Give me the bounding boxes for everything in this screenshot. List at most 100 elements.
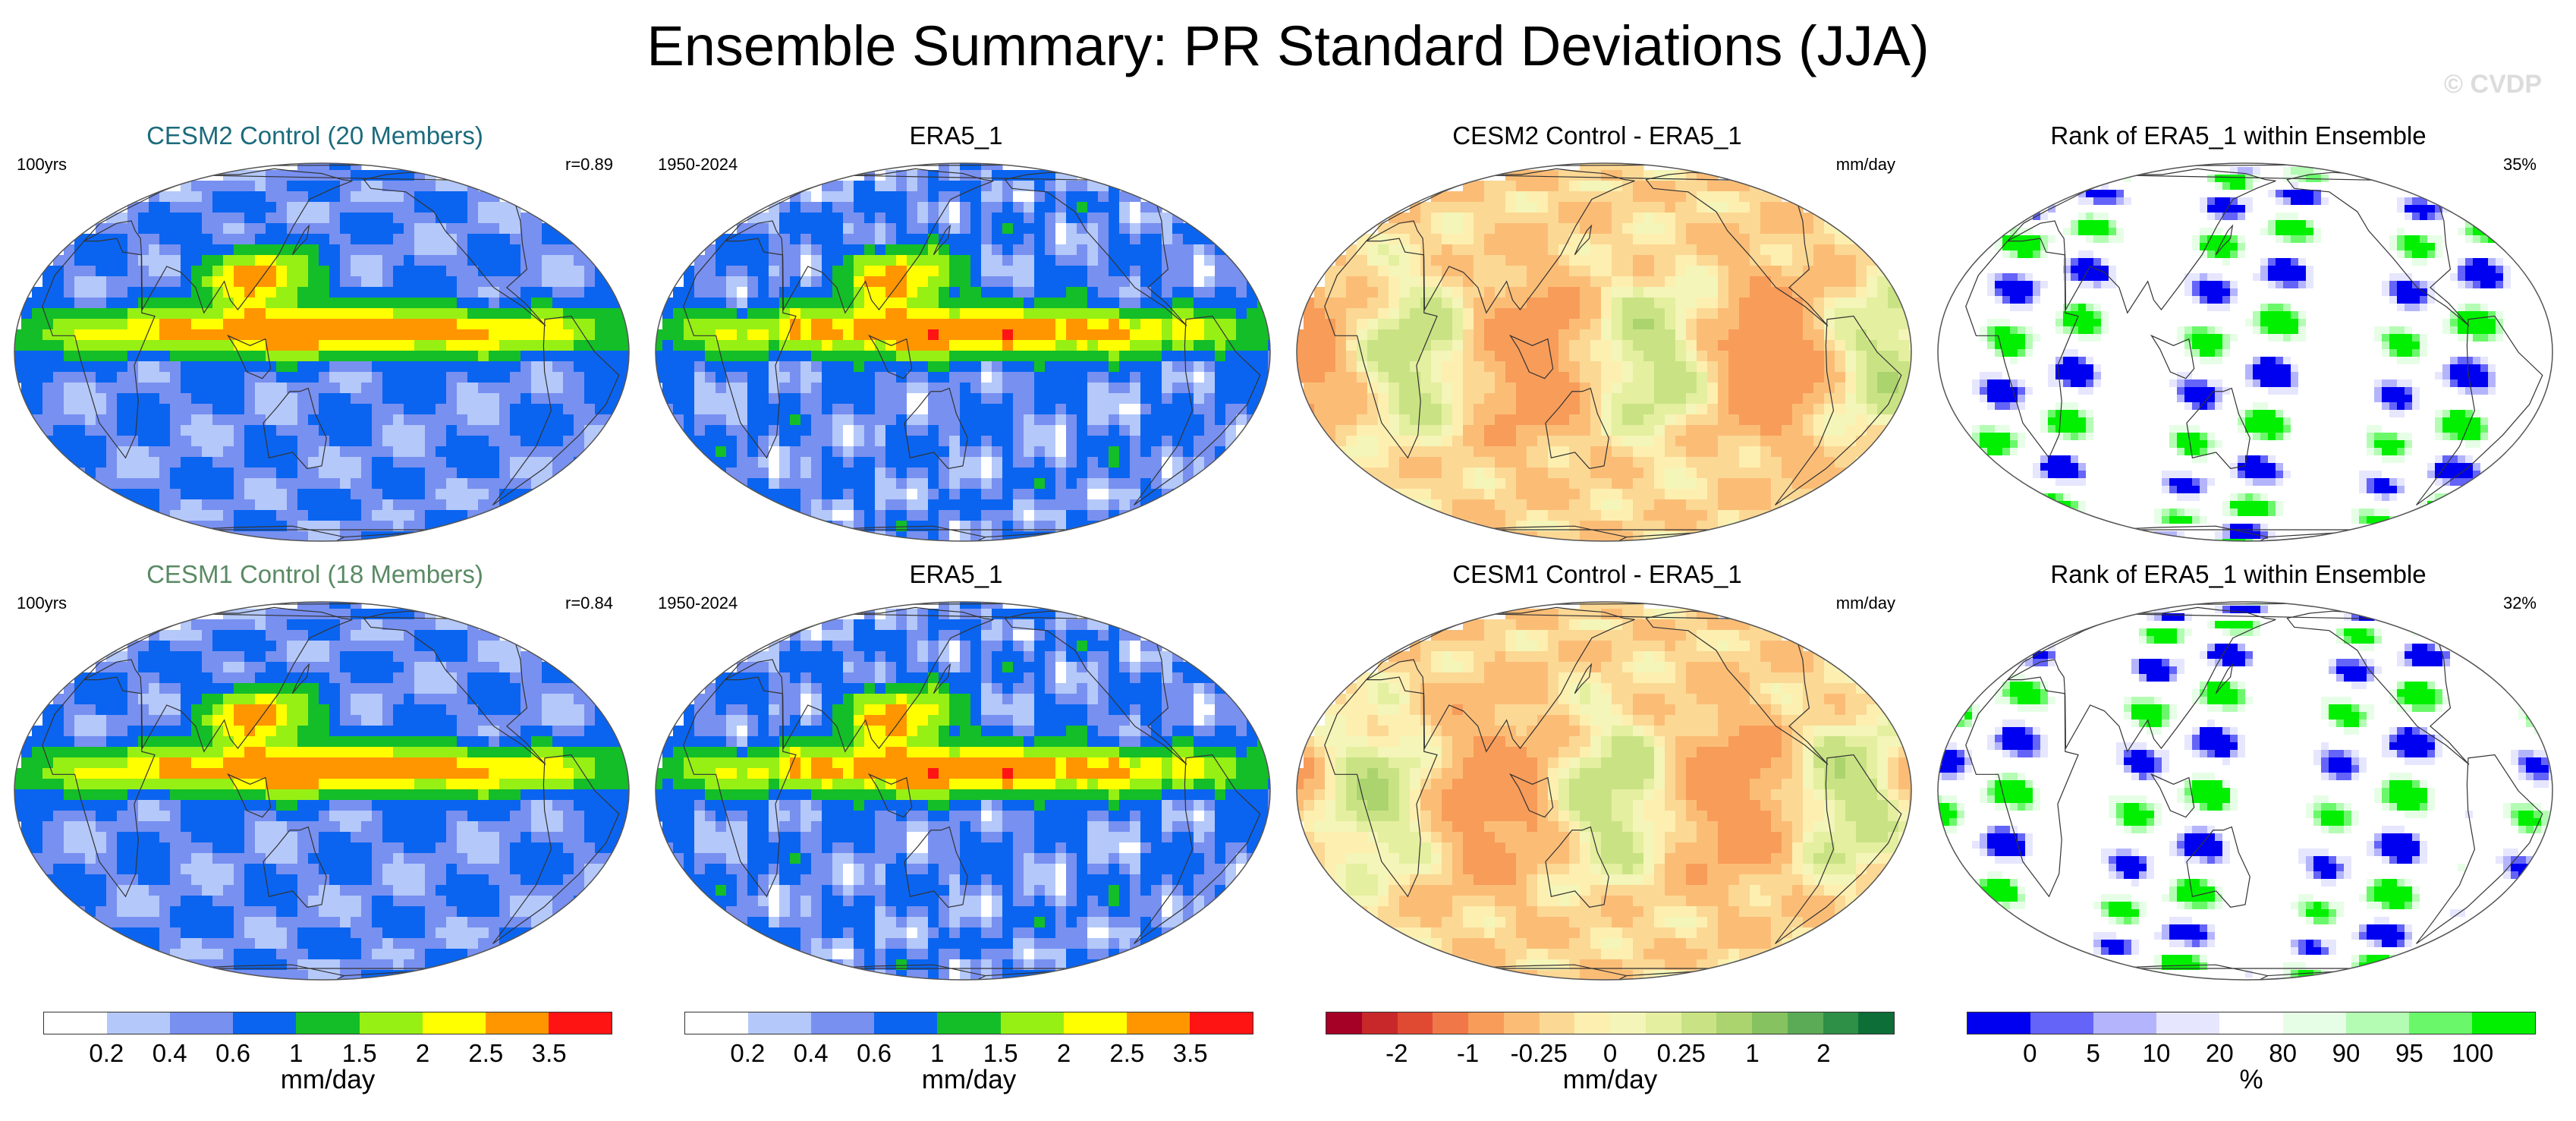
panel-era5-obs: ERA5_1 1950-2024: [641, 121, 1271, 546]
colorbar-swatch: [1574, 1012, 1610, 1034]
coastline: [2215, 663, 2234, 694]
colorbar-swatches: [684, 1012, 1253, 1034]
panel-title: Rank of ERA5_1 within Ensemble: [2050, 121, 2427, 150]
colorbar-swatches: [1967, 1012, 2536, 1034]
main-title: Ensemble Summary: PR Standard Deviations…: [646, 14, 1930, 77]
colorbar-swatch: [1645, 1012, 1681, 1034]
map-field: [14, 602, 629, 980]
colorbar-tick-label: 0.6: [215, 1039, 250, 1067]
coastline: [2416, 754, 2543, 944]
world-map: [1937, 162, 2553, 542]
coastline: [1508, 773, 1554, 818]
colorbar-swatch: [937, 1012, 1001, 1034]
watermark: © CVDP: [2444, 70, 2542, 99]
panel-rank-era5: Rank of ERA5_1 within Ensemble 32%: [1923, 560, 2553, 985]
world-map: [1296, 162, 1912, 542]
coastline: [263, 826, 327, 908]
panel-title: CESM1 Control - ERA5_1: [1452, 560, 1742, 588]
colorbar-tick-label: 1: [1745, 1039, 1760, 1067]
colorbar-swatch: [422, 1012, 486, 1034]
colorbar-tick-label: 0.4: [793, 1039, 829, 1067]
colorbar-std-1: mm/day 0.2 0.4 0.6 1 1.5 2 2.5 3.5: [43, 1012, 612, 1094]
coastline: [1134, 754, 1261, 944]
colorbar-diff: mm/day -2 -1 -0.25 0 0.25 1 2: [1326, 1012, 1895, 1094]
panel-rank-era5: Rank of ERA5_1 within Ensemble 35%: [1923, 121, 2553, 546]
panel-left-label: 1950-2024: [658, 155, 738, 174]
colorbar-swatch: [233, 1012, 297, 1034]
colorbar-rank: % 0 5 10 20 80 90 95 100: [1967, 1012, 2536, 1094]
coastline: [1965, 238, 2079, 459]
panel-left-label: 100yrs: [17, 155, 68, 174]
panel-right-label: mm/day: [1835, 155, 1895, 174]
panel-cesm1-minus-era5: CESM1 Control - ERA5_1 mm/day: [1282, 560, 1912, 985]
panel-title: CESM2 Control (20 Members): [146, 121, 483, 150]
colorbar-unit: %: [2239, 1065, 2263, 1094]
coastline: [291, 224, 310, 256]
colorbar-swatch: [1063, 1012, 1127, 1034]
panel-right-label: r=0.89: [565, 155, 613, 174]
coastline: [1324, 238, 1438, 459]
coastline: [1508, 334, 1554, 379]
colorbar-swatch: [1397, 1012, 1433, 1034]
map-field: [14, 163, 629, 541]
coastline: [1574, 224, 1593, 256]
map-border: [1296, 162, 1912, 542]
coastline: [1574, 663, 1593, 694]
colorbar-swatch: [2219, 1012, 2283, 1034]
colorbar-swatch: [485, 1012, 549, 1034]
panel-title: Rank of ERA5_1 within Ensemble: [2050, 560, 2427, 588]
colorbar-swatch: [1610, 1012, 1646, 1034]
colorbar-swatch: [296, 1012, 360, 1034]
panel-cesm2-control: CESM2 Control (20 Members) 100yrs r=0.89: [0, 121, 630, 546]
panel-cesm1-control: CESM1 Control (18 Members) 100yrs r=0.84: [0, 560, 630, 985]
colorbar-tick-label: 0: [1603, 1039, 1618, 1067]
colorbar-tick-label: 0.25: [1656, 1039, 1706, 1067]
colorbar-tick-label: 2.5: [1109, 1039, 1145, 1067]
panel-title: ERA5_1: [909, 560, 1003, 588]
colorbar-tick-label: 2.5: [468, 1039, 504, 1067]
panel-right-label: 35%: [2502, 155, 2537, 174]
coastline: [867, 773, 913, 818]
colorbar-tick-label: 0.2: [89, 1039, 124, 1067]
map-border: [1296, 601, 1912, 981]
colorbar-std-2: mm/day 0.2 0.4 0.6 1 1.5 2 2.5 3.5: [684, 1012, 1253, 1094]
colorbar-swatches: [43, 1012, 612, 1034]
colorbar-swatch: [685, 1012, 749, 1034]
coastline: [2150, 773, 2195, 818]
colorbar-swatch: [2471, 1012, 2535, 1034]
colorbar-swatch: [1752, 1012, 1788, 1034]
coastline: [1775, 754, 1902, 944]
colorbar-tick-label: 2: [415, 1039, 430, 1067]
map-field: [1938, 602, 2552, 980]
coastline: [1545, 826, 1609, 908]
map-field: [656, 602, 1270, 980]
colorbar-swatch: [2345, 1012, 2409, 1034]
world-map: [1937, 601, 2553, 981]
panel-right-label: 32%: [2502, 594, 2537, 612]
map-field: [1297, 163, 1911, 541]
map-border: [655, 162, 1271, 542]
colorbar-swatch: [170, 1012, 234, 1034]
panel-title: ERA5_1: [909, 121, 1003, 150]
coastline: [904, 387, 968, 469]
colorbar-swatch: [107, 1012, 171, 1034]
colorbar-swatch: [2408, 1012, 2472, 1034]
coastline: [263, 387, 327, 469]
panel-left-label: 1950-2024: [658, 594, 738, 612]
panel-title: CESM2 Control - ERA5_1: [1452, 121, 1742, 150]
colorbar-tick-label: 1: [930, 1039, 945, 1067]
map-border: [655, 601, 1271, 981]
coastline: [683, 238, 797, 459]
colorbar-tick-label: 100: [2452, 1039, 2494, 1067]
colorbar-swatch: [1361, 1012, 1398, 1034]
colorbar-tick-label: -1: [1456, 1039, 1480, 1067]
coastline: [492, 754, 620, 944]
colorbar-tick-label: 10: [2142, 1039, 2171, 1067]
coastline: [904, 826, 968, 908]
coastline: [2186, 826, 2250, 908]
colorbar-swatch: [1858, 1012, 1894, 1034]
colorbar-tick-label: 80: [2269, 1039, 2298, 1067]
colorbar-tick-label: 2: [1056, 1039, 1071, 1067]
coastline: [1134, 315, 1261, 505]
colorbar-swatch: [1503, 1012, 1540, 1034]
